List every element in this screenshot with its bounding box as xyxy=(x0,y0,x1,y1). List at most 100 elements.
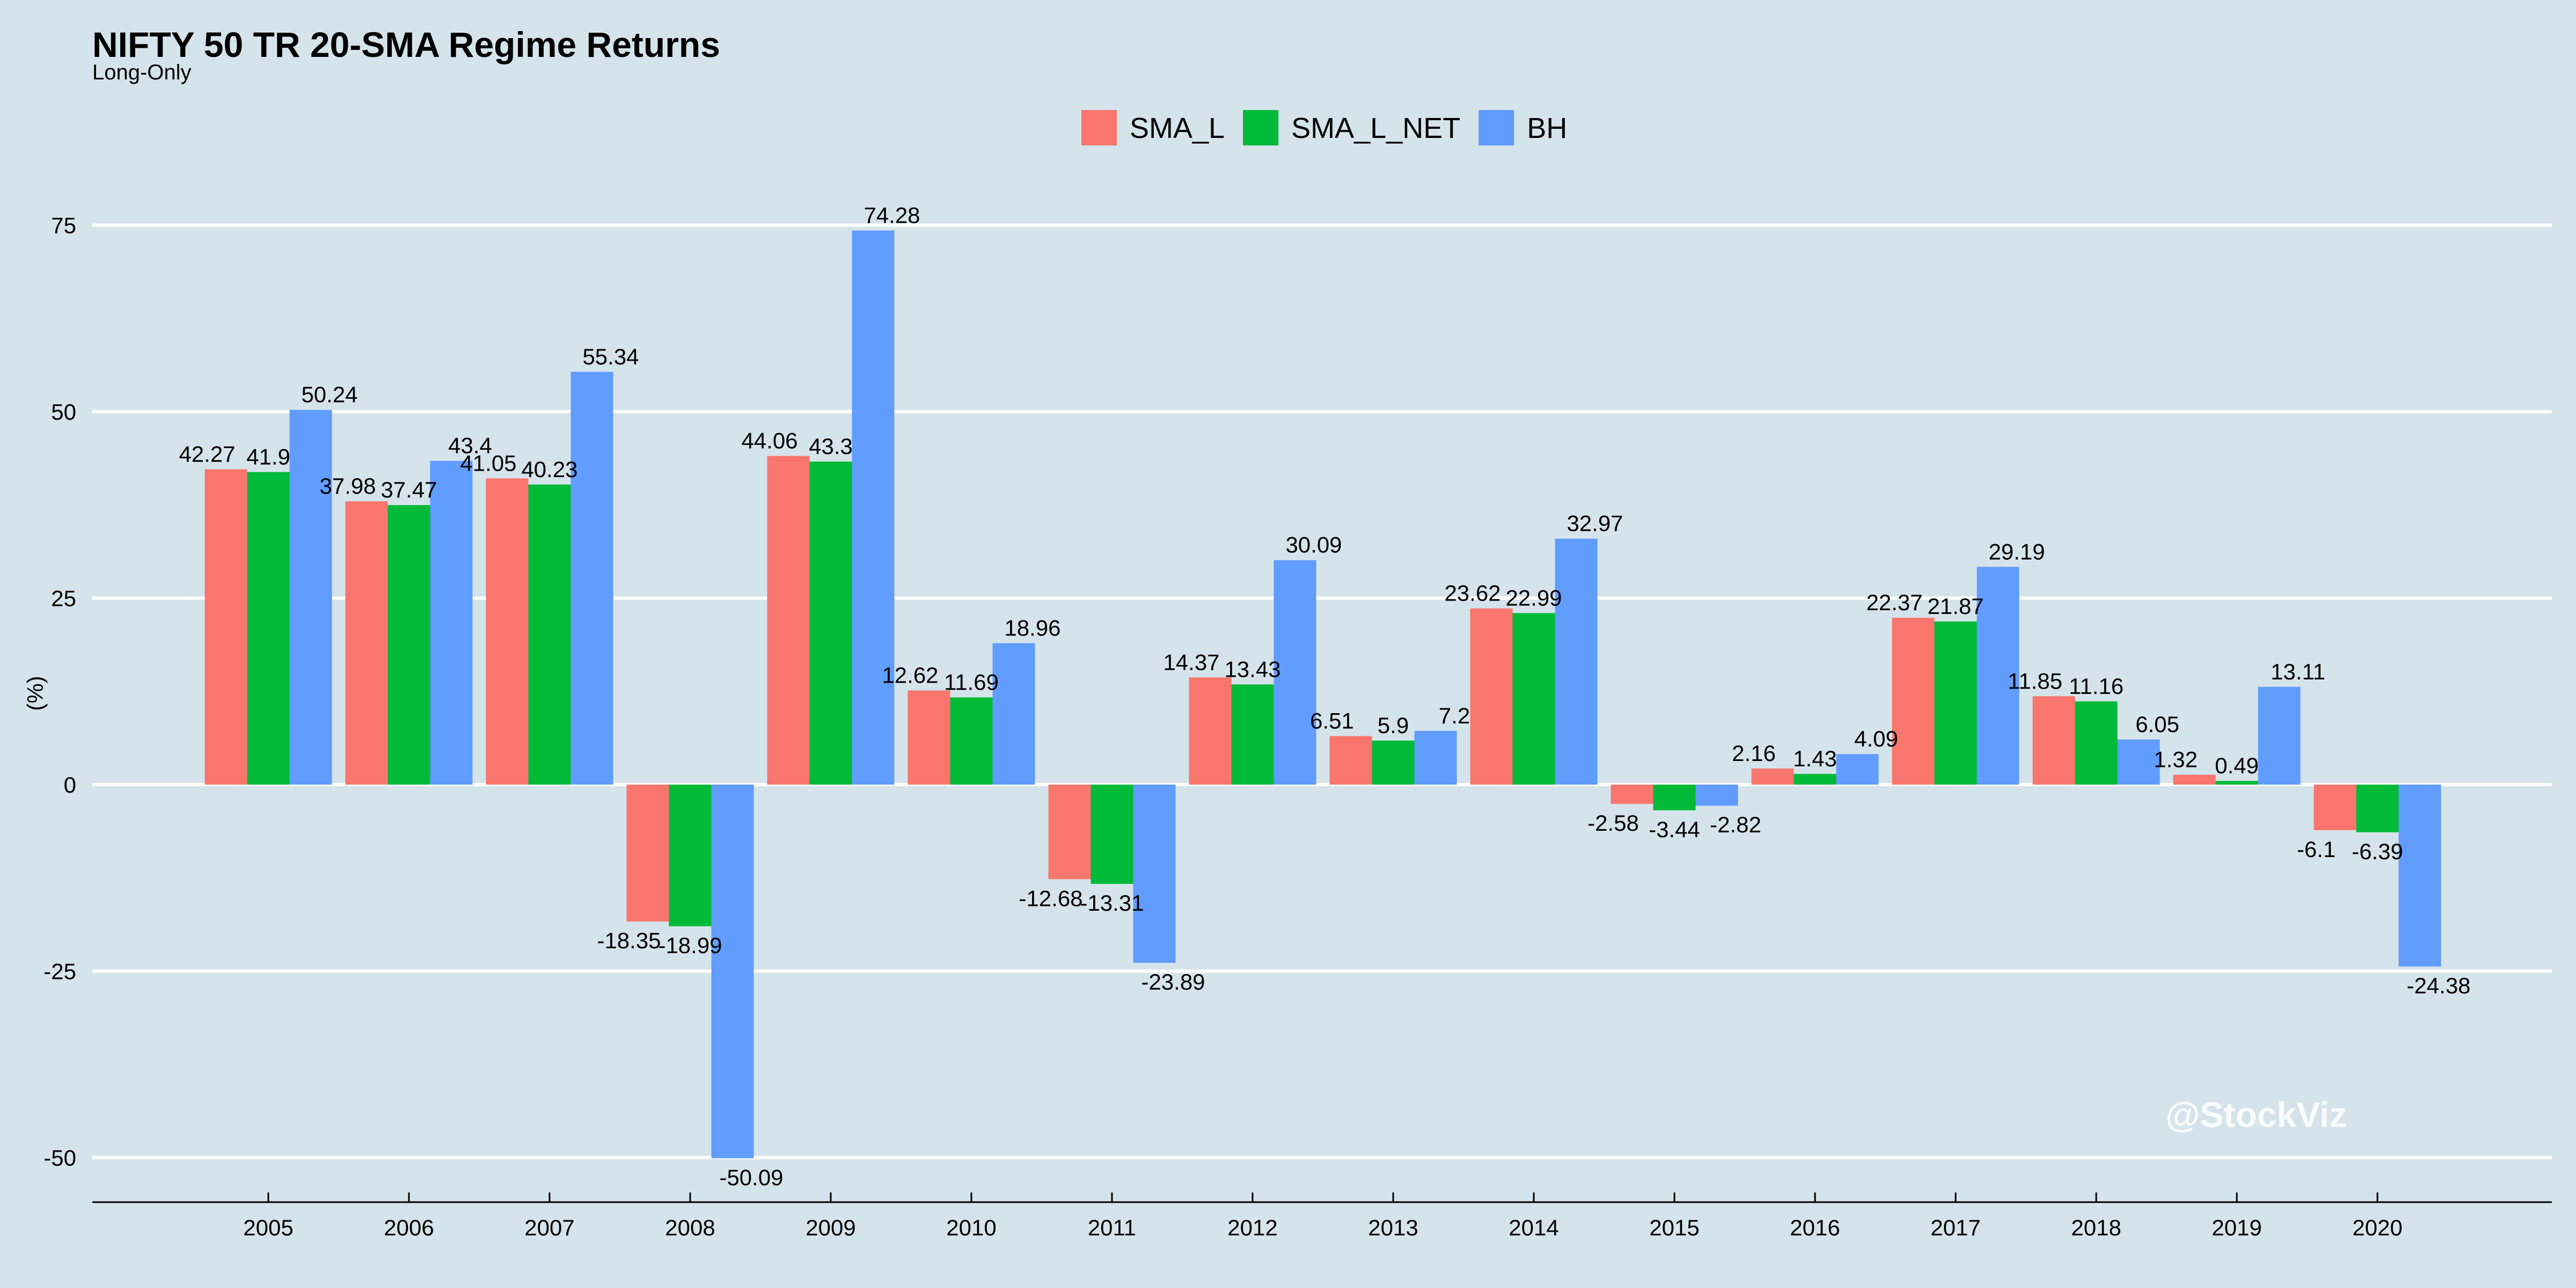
x-tick-label: 2020 xyxy=(2352,1215,2402,1240)
bar xyxy=(2173,774,2216,785)
x-tick-label: 2009 xyxy=(806,1215,855,1240)
bar xyxy=(1794,774,1836,785)
data-label: 13.43 xyxy=(1224,656,1280,682)
bar xyxy=(908,690,950,785)
data-label: 32.97 xyxy=(1567,511,1623,536)
data-label: 55.34 xyxy=(582,344,639,369)
y-axis-label: (%) xyxy=(23,676,48,711)
y-tick-label: 0 xyxy=(64,772,76,797)
data-label: 6.05 xyxy=(2135,712,2179,737)
data-label: -50.09 xyxy=(719,1165,783,1190)
bar xyxy=(1048,785,1091,880)
bar xyxy=(2075,701,2118,785)
y-tick-label: 50 xyxy=(51,399,76,425)
data-label: 22.99 xyxy=(1505,585,1562,610)
data-label: 11.69 xyxy=(944,670,999,695)
bar xyxy=(711,785,754,1159)
bar xyxy=(1836,754,1879,785)
bar xyxy=(1611,785,1653,804)
bar xyxy=(1470,608,1513,785)
y-tick-label: -25 xyxy=(43,959,76,984)
bar xyxy=(1977,567,2019,785)
bar xyxy=(809,462,852,785)
data-label: 29.19 xyxy=(1988,539,2045,564)
bar xyxy=(1133,785,1176,963)
chart-title: NIFTY 50 TR 20-SMA Regime Returns xyxy=(92,25,720,64)
bar xyxy=(247,472,290,785)
x-axis: 2005 2006 2007 2008 2009 2010 2011 2012 2013 2014… xyxy=(92,1192,2552,1240)
data-label: 13.11 xyxy=(2271,659,2325,684)
y-tick-label: 75 xyxy=(51,213,76,238)
x-tick-label: 2011 xyxy=(1088,1215,1136,1240)
x-tick-label: 2010 xyxy=(946,1215,996,1240)
bar xyxy=(992,643,1035,785)
data-label: 41.05 xyxy=(460,450,516,475)
bar xyxy=(528,484,571,785)
x-tick-label: 2012 xyxy=(1227,1215,1277,1240)
bar xyxy=(1751,768,1794,785)
legend-label: SMA_L xyxy=(1130,112,1225,144)
bar xyxy=(387,505,430,785)
x-tick-label: 2005 xyxy=(243,1215,293,1240)
bar xyxy=(1934,621,1977,785)
data-label: -18.35 xyxy=(597,928,661,953)
data-label: 50.24 xyxy=(301,382,357,407)
bar xyxy=(2356,785,2399,832)
bar xyxy=(2032,696,2075,785)
bar xyxy=(345,501,388,785)
data-label: 6.51 xyxy=(1310,708,1354,734)
data-label: 1.32 xyxy=(2154,747,2198,772)
bar xyxy=(2314,785,2357,830)
bar xyxy=(852,230,895,785)
x-tick-label: 2014 xyxy=(1509,1215,1558,1240)
y-tick-label: 25 xyxy=(51,586,76,611)
bar xyxy=(669,785,712,926)
bar xyxy=(1274,560,1316,785)
data-label: -2.58 xyxy=(1587,810,1639,836)
chart-subtitle: Long-Only xyxy=(92,61,192,84)
data-label: -23.89 xyxy=(1141,969,1205,994)
x-tick-label: 2019 xyxy=(2212,1215,2262,1240)
bar xyxy=(430,460,473,785)
data-label: 7.2 xyxy=(1439,703,1470,728)
data-label: -2.82 xyxy=(1710,812,1761,837)
x-tick-label: 2016 xyxy=(1790,1215,1840,1240)
data-labels: 42.27 41.9 50.24 37.98 37.47 43.441.05 40.23 55… xyxy=(179,203,2470,1190)
data-label: 2.16 xyxy=(1732,741,1776,766)
data-label: 74.28 xyxy=(863,203,920,228)
bar xyxy=(2215,781,2258,785)
data-label: 11.16 xyxy=(2069,674,2124,699)
bars xyxy=(204,230,2441,1159)
bar xyxy=(1695,785,1738,806)
legend-label: BH xyxy=(1527,112,1567,144)
bar xyxy=(626,785,669,922)
data-label: 14.37 xyxy=(1163,649,1219,675)
data-label: 40.23 xyxy=(521,457,577,482)
data-label: 12.62 xyxy=(882,663,938,688)
bar xyxy=(767,456,810,785)
data-label: 42.27 xyxy=(179,441,235,466)
x-tick-label: 2006 xyxy=(384,1215,434,1240)
data-label: -3.44 xyxy=(1649,817,1700,842)
data-label: 30.09 xyxy=(1285,532,1342,558)
watermark: @StockViz xyxy=(2165,1095,2347,1135)
y-axis: -50 -25 0 25 50 75 xyxy=(43,213,76,1171)
data-label: -6.1 xyxy=(2297,837,2336,862)
x-tick-label: 2007 xyxy=(524,1215,574,1240)
bar xyxy=(1372,740,1415,785)
bar xyxy=(1555,538,1598,785)
x-tick-label: 2008 xyxy=(665,1215,715,1240)
data-label: 4.09 xyxy=(1854,726,1898,751)
x-tick-label: 2017 xyxy=(1930,1215,1980,1240)
data-label: -24.38 xyxy=(2406,973,2470,998)
data-label: 22.37 xyxy=(1866,590,1922,615)
data-label: -6.39 xyxy=(2352,839,2403,864)
data-label: 0.49 xyxy=(2215,753,2259,778)
bar xyxy=(289,409,332,785)
data-label: -18.99 xyxy=(658,933,722,958)
data-label: 37.47 xyxy=(380,477,437,502)
bar xyxy=(2258,686,2301,785)
legend-swatch xyxy=(1243,110,1279,145)
bar xyxy=(1329,736,1372,785)
